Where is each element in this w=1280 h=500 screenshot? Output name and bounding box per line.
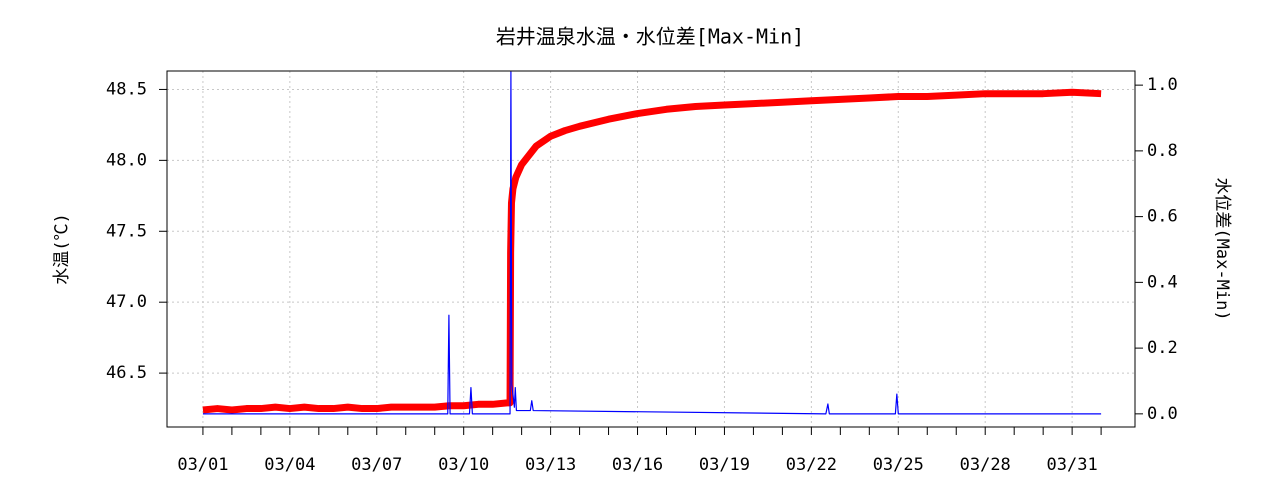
data-line [202, 88, 1102, 414]
y2-tick-label: 0.6 [1147, 207, 1178, 227]
data-line [202, 71, 1102, 415]
chart-title: 岩井温泉水温・水位差[Max-Min] [496, 25, 804, 49]
x-tick-label: 03/16 [612, 455, 663, 475]
y-tick-label: 47.5 [106, 221, 147, 241]
y-tick-label: 48.0 [106, 150, 147, 170]
x-tick-label: 03/04 [264, 455, 315, 475]
x-tick-label: 03/31 [1047, 455, 1098, 475]
x-tick-label: 03/10 [438, 455, 489, 475]
y-axis-title: 水温(℃) [52, 213, 72, 284]
x-tick-label: 03/22 [786, 455, 837, 475]
y2-tick-label: 1.0 [1147, 75, 1178, 95]
y2-tick-label: 0.8 [1147, 141, 1178, 161]
y2-tick-label: 0.4 [1147, 272, 1178, 292]
y2-axis-title: 水位差(Max-Min) [1212, 177, 1232, 320]
x-tick-label: 03/07 [351, 455, 402, 475]
plot-frame [166, 70, 1136, 428]
y-tick-label: 46.5 [106, 363, 147, 383]
y-tick-label: 48.5 [106, 79, 147, 99]
x-tick-label: 03/28 [960, 455, 1011, 475]
x-tick-label: 03/13 [525, 455, 576, 475]
y2-tick-label: 0.0 [1147, 404, 1178, 424]
y2-tick-label: 0.2 [1147, 338, 1178, 358]
y-tick-label: 47.0 [106, 292, 147, 312]
x-tick-label: 03/19 [699, 455, 750, 475]
x-tick-label: 03/01 [177, 455, 228, 475]
x-tick-label: 03/25 [873, 455, 924, 475]
